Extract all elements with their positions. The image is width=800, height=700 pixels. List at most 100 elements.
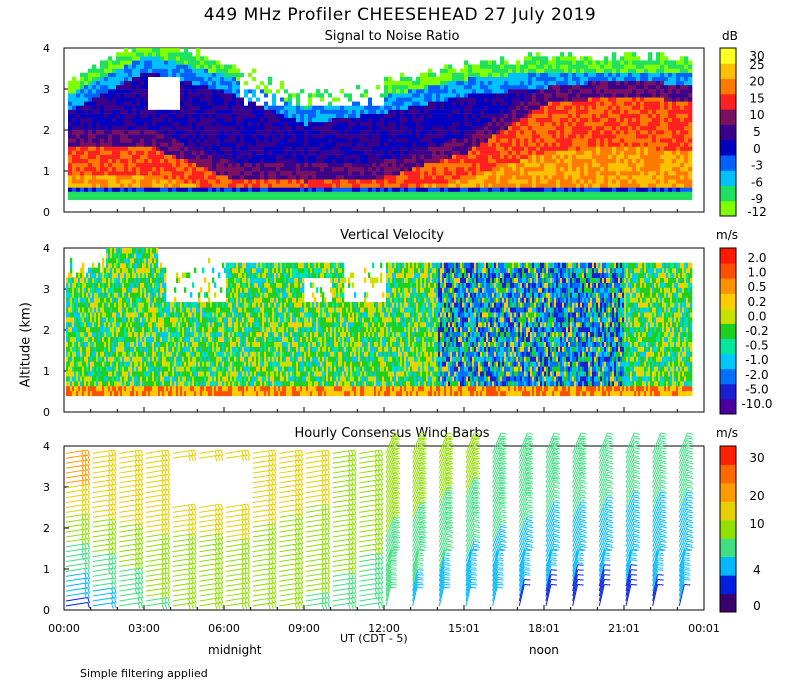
snr-cell xyxy=(184,97,189,102)
snr-cell xyxy=(512,150,517,155)
snr-cell xyxy=(240,158,245,164)
snr-cell xyxy=(236,158,241,164)
snr-cell xyxy=(144,179,149,184)
snr-cell xyxy=(532,105,537,110)
snr-cell xyxy=(236,113,241,118)
snr-cell xyxy=(424,183,429,188)
snr-cell xyxy=(116,60,121,65)
snr-cell xyxy=(144,80,149,86)
snr-cell xyxy=(588,179,593,184)
snr-cell xyxy=(636,154,641,159)
snr-cell xyxy=(576,195,581,200)
snr-cell xyxy=(264,105,269,110)
snr-cell xyxy=(640,93,645,98)
snr-cell xyxy=(448,105,453,110)
snr-cell xyxy=(104,117,109,123)
snr-cell xyxy=(444,162,449,168)
snr-cell xyxy=(620,89,625,94)
snr-cell xyxy=(252,167,257,172)
snr-cell xyxy=(572,68,577,73)
snr-cell xyxy=(228,183,233,188)
snr-cell xyxy=(240,68,245,73)
snr-cell xyxy=(80,154,85,159)
snr-cell xyxy=(492,171,497,176)
snr-cell xyxy=(640,85,645,90)
snr-cell xyxy=(616,142,621,147)
snr-cell xyxy=(500,80,505,86)
snr-cell xyxy=(176,89,181,94)
snr-cell xyxy=(584,175,589,180)
snr-cell xyxy=(456,109,461,114)
snr-cell xyxy=(216,146,221,151)
snr-cell xyxy=(396,187,401,192)
snr-cell xyxy=(340,130,345,135)
snr-cell xyxy=(324,113,329,118)
snr-cell xyxy=(372,191,377,196)
snr-cell xyxy=(328,150,333,155)
snr-cell xyxy=(104,76,109,82)
snr-cell xyxy=(316,126,321,131)
snr-cell xyxy=(216,142,221,147)
snr-cell xyxy=(416,97,421,102)
snr-cell xyxy=(272,138,277,143)
snr-cell xyxy=(592,97,597,102)
snr-cell xyxy=(132,56,137,61)
snr-cell xyxy=(672,97,677,102)
snr-cell xyxy=(68,121,73,127)
snr-cell xyxy=(168,162,173,168)
snr-cell xyxy=(264,93,269,98)
snr-cell xyxy=(660,130,665,135)
snr-cell xyxy=(68,158,73,164)
snr-cell xyxy=(328,105,333,110)
snr-cell xyxy=(68,175,73,180)
snr-cell xyxy=(236,130,241,135)
snr-cell xyxy=(548,171,553,176)
snr-cell xyxy=(120,162,125,168)
snr-cell xyxy=(492,117,497,123)
snr-cell xyxy=(92,113,97,118)
snr-cell xyxy=(220,183,225,188)
snr-cell xyxy=(648,146,653,151)
snr-cell xyxy=(240,76,245,82)
snr-cell xyxy=(408,134,413,139)
snr-cell xyxy=(484,76,489,82)
snr-cell xyxy=(360,126,365,131)
snr-cell xyxy=(236,175,241,180)
snr-cell xyxy=(236,183,241,188)
snr-cell xyxy=(632,109,637,114)
snr-cell xyxy=(136,130,141,135)
snr-cell xyxy=(204,171,209,176)
snr-cell xyxy=(484,93,489,98)
snr-cell xyxy=(636,130,641,135)
snr-cell xyxy=(256,142,261,147)
snr-cell xyxy=(384,105,389,110)
snr-cell xyxy=(508,93,513,98)
snr-cell xyxy=(472,76,477,82)
snr-cell xyxy=(132,146,137,151)
snr-cell xyxy=(232,142,237,147)
snr-cell xyxy=(492,68,497,73)
snr-cell xyxy=(412,101,417,106)
snr-cell xyxy=(508,105,513,110)
snr-cell xyxy=(164,187,169,192)
snr-cell xyxy=(396,171,401,176)
snr-cell xyxy=(264,126,269,131)
snr-cell xyxy=(144,195,149,200)
snr-cell xyxy=(480,64,485,69)
snr-cell xyxy=(468,146,473,151)
snr-cell xyxy=(488,101,493,106)
snr-cell xyxy=(172,60,177,65)
snr-cell xyxy=(544,183,549,188)
snr-cell xyxy=(420,191,425,196)
snr-cell xyxy=(456,130,461,135)
snr-cell xyxy=(592,76,597,82)
snr-cell xyxy=(548,101,553,106)
snr-cell xyxy=(108,121,113,127)
snr-cell xyxy=(72,130,77,135)
snr-cell xyxy=(332,121,337,127)
snr-cell xyxy=(408,171,413,176)
snr-cell xyxy=(340,183,345,188)
snr-cell xyxy=(204,64,209,69)
snr-cell xyxy=(300,134,305,139)
snr-cell xyxy=(132,97,137,102)
